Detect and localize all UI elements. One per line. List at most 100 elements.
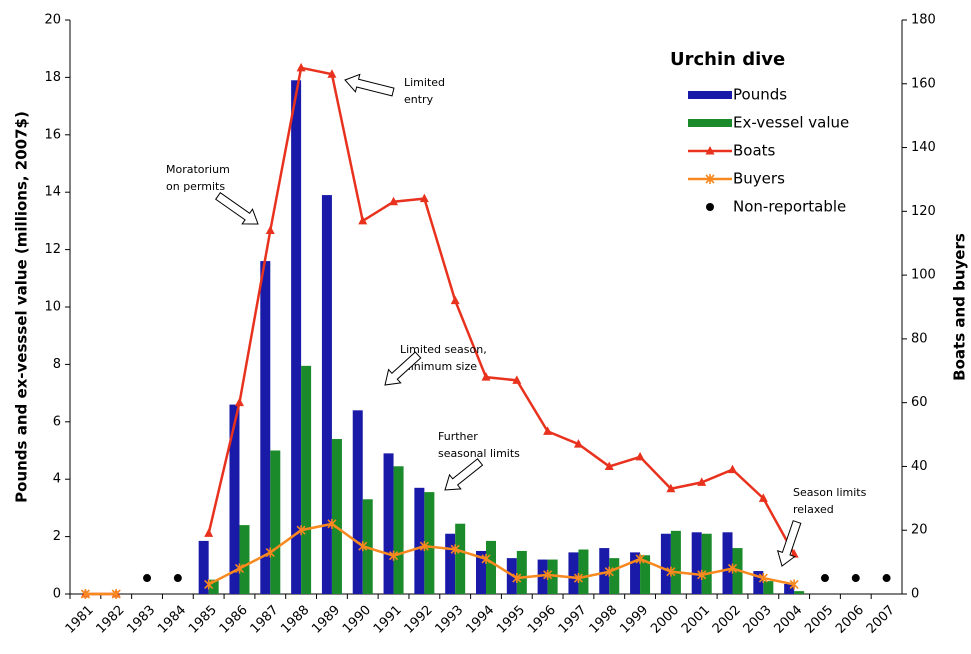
annotation-arrow	[776, 520, 802, 567]
point	[173, 574, 182, 583]
line-marker	[727, 563, 738, 574]
line-marker	[111, 589, 121, 599]
y-tick-label: 4	[53, 472, 61, 487]
line-marker	[388, 550, 399, 561]
bar	[516, 550, 527, 594]
annotation: relaxed	[793, 503, 834, 516]
line-marker	[573, 439, 583, 448]
line-marker	[604, 461, 614, 470]
point	[882, 574, 891, 583]
line-marker	[697, 477, 707, 486]
x-tick-label: 1995	[494, 603, 528, 637]
bar	[794, 591, 805, 594]
bar	[691, 532, 702, 594]
annotation: minimum size	[400, 360, 477, 373]
bar	[670, 530, 681, 594]
bar	[229, 404, 240, 594]
x-tick-label: 1987	[248, 603, 282, 637]
y-tick-label: 16	[44, 127, 61, 142]
y-tick-label: 2	[53, 529, 61, 544]
bar	[455, 523, 466, 594]
line-marker	[204, 528, 214, 537]
x-tick-label: 2000	[648, 603, 682, 637]
line-marker	[512, 375, 522, 384]
legend-swatch	[706, 203, 714, 211]
line-marker	[80, 589, 90, 599]
line-marker	[265, 225, 275, 234]
bar	[578, 549, 589, 594]
legend-label: Pounds	[733, 86, 787, 104]
legend-swatch	[688, 91, 732, 99]
x-tick-label: 1985	[186, 603, 220, 637]
annotation: Limited season,	[400, 343, 487, 356]
x-tick-label: 1982	[94, 603, 128, 637]
annotation: Limited	[404, 76, 445, 89]
annotation: entry	[404, 93, 434, 106]
bar	[547, 559, 558, 594]
line-marker	[327, 69, 337, 78]
line-marker	[419, 541, 429, 552]
bar	[753, 571, 764, 594]
x-tick-label: 1993	[432, 603, 466, 637]
x-tick-label: 2001	[679, 603, 713, 637]
x-tick-label: 1983	[124, 603, 158, 637]
bar	[476, 550, 486, 594]
bar	[784, 583, 795, 594]
bar	[208, 579, 219, 594]
line-marker	[296, 62, 306, 72]
bar	[393, 466, 404, 594]
line-marker	[481, 553, 491, 564]
line-marker	[481, 372, 491, 381]
bar	[445, 533, 456, 594]
bar	[301, 365, 312, 594]
line-marker	[512, 573, 522, 584]
line-marker	[450, 544, 460, 555]
line-marker	[543, 426, 553, 435]
y-axis-label: Pounds and ex-vesssel value (millions, 2…	[13, 111, 31, 503]
y-tick-label: 20	[44, 13, 61, 28]
bar	[321, 195, 332, 594]
y-tick-label: 18	[44, 70, 61, 85]
line-marker	[327, 518, 337, 529]
legend-title: Urchin dive	[670, 49, 785, 70]
bar	[722, 532, 733, 594]
bar	[260, 261, 271, 594]
line-marker	[296, 525, 306, 536]
y-tick-label: 6	[53, 414, 61, 429]
line	[85, 522, 795, 596]
line-marker	[635, 553, 645, 564]
line-marker	[604, 566, 614, 577]
y2-tick-label: 180	[911, 13, 936, 28]
point	[820, 574, 829, 583]
x-tick-label: 1988	[278, 603, 312, 637]
legend-marker	[705, 174, 715, 184]
line-marker	[758, 573, 768, 584]
bar	[291, 80, 302, 594]
annotation-arrow	[384, 351, 422, 386]
line-marker	[573, 573, 584, 584]
line-marker	[389, 196, 399, 206]
x-tick-label: 1994	[463, 603, 497, 637]
line	[85, 66, 796, 596]
x-tick-label: 1997	[556, 603, 590, 637]
line-marker	[666, 483, 676, 493]
bar	[609, 558, 620, 594]
x-tick-label: 2006	[833, 603, 867, 637]
x-tick-label: 1991	[371, 603, 405, 637]
line-marker	[358, 215, 368, 225]
bar	[701, 533, 712, 594]
y2-tick-label: 60	[911, 395, 928, 410]
annotation: Season limits	[793, 486, 867, 499]
bar	[331, 439, 342, 594]
line-marker	[358, 541, 368, 552]
y-tick-label: 0	[53, 587, 61, 602]
line-marker	[450, 295, 460, 305]
y2-tick-label: 100	[911, 268, 936, 283]
y2-tick-label: 120	[911, 204, 936, 219]
annotation-arrow	[444, 458, 484, 491]
x-tick-label: 1998	[587, 603, 621, 637]
bar	[660, 533, 671, 594]
line-marker	[789, 579, 799, 590]
y-tick-label: 12	[44, 242, 61, 257]
